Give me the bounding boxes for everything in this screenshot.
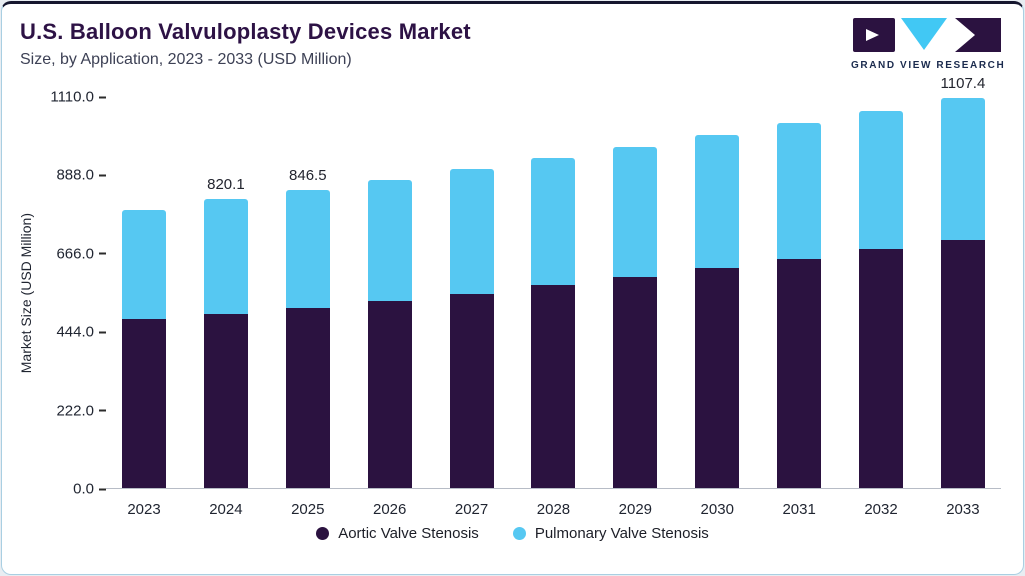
x-axis-label: 2024 [209,501,243,518]
gvr-logo-text: GRAND VIEW RESEARCH [851,60,1006,71]
bar-value-label: 820.1 [207,176,245,194]
bar-segment [613,147,658,278]
bar-segment [285,189,330,308]
y-tick: 666.0 [56,245,106,262]
bar-2033: 1107.4 2033 [940,75,986,518]
bar-segment [285,307,330,488]
page-subtitle: Size, by Application, 2023 - 2033 (USD M… [20,50,352,68]
gvr-logo-icon [853,18,1001,52]
bar-segment [367,179,412,302]
legend-dot [316,527,330,540]
bar-2028: 2028 [531,97,576,518]
bar-2027: 2027 [449,97,494,518]
bar-segment [367,301,412,488]
y-tick-mark [99,174,106,177]
legend-item: Aortic Valve Stenosis [316,525,479,542]
legend-label: Aortic Valve Stenosis [338,525,479,542]
y-tick-label: 444.0 [56,323,94,341]
bar-segment [531,158,576,286]
bar-value-label: 846.5 [289,166,327,184]
bar-segment [859,249,904,488]
bar-2029: 2029 [613,97,658,518]
bar-segment [122,318,166,488]
bar-2024: 820.1 2024 [203,97,248,518]
y-tick-label: 0.0 [73,480,94,498]
chart-header: U.S. Balloon Valvuloplasty Devices Marke… [2,4,1023,71]
bar-segment [531,285,576,488]
bar-2031: 2031 [777,97,822,518]
legend: Aortic Valve Stenosis Pulmonary Valve Ste… [2,525,1023,542]
y-tick-label: 1110.0 [50,88,94,106]
bar-segment [203,199,248,314]
bar-2026: 2026 [367,97,412,518]
x-axis-label: 2026 [372,501,407,518]
bar-segment [940,97,985,240]
chart-body: Market Size (USD Million) 0.0 222.0 444.0 6… [12,75,1001,518]
y-tick: 888.0 [56,167,106,184]
page-title: U.S. Balloon Valvuloplasty Devices Marke… [20,19,471,44]
legend-item: Pulmonary Valve Stenosis [512,525,709,542]
bar-segment [777,259,822,488]
bar-segment [695,268,740,488]
y-tick-mark [99,488,106,490]
x-axis-label: 2033 [946,501,980,518]
bar-segment [940,239,985,488]
x-axis-label: 2028 [536,501,571,518]
legend-dot [512,527,526,540]
x-axis-label: 2032 [864,501,898,518]
bar-value-label: 1107.4 [940,74,986,92]
y-axis-title: Market Size (USD Million) [18,212,34,374]
y-tick-mark [99,331,106,334]
bar-segment [122,209,166,319]
y-tick: 1110.0 [50,89,106,106]
x-axis-label: 2030 [700,501,734,518]
bars-container: 2023 820.1 2024 846.5 2025 2026 2027 2028 2029 20… [106,75,1001,518]
bar-2025: 846.5 2025 [285,97,330,518]
bar-segment [203,313,248,488]
y-tick: 0.0 [73,481,106,498]
y-tick-mark [99,96,106,98]
y-tick-mark [99,409,106,412]
bar-segment [613,277,658,488]
y-tick-label: 666.0 [56,245,94,263]
bar-segment [695,135,740,269]
bar-2032: 2032 [859,97,904,518]
y-tick-mark [99,252,106,255]
x-axis-label: 2029 [618,501,653,518]
y-tick: 444.0 [56,324,106,341]
y-axis: 0.0 222.0 444.0 666.0 888.0 1110.0 [40,89,106,498]
y-tick-label: 222.0 [56,402,94,420]
y-tick-label: 888.0 [56,166,94,184]
x-axis-label: 2025 [291,501,325,518]
bar-segment [777,123,822,260]
gvr-logo: GRAND VIEW RESEARCH [851,18,1006,71]
y-tick: 222.0 [56,402,106,419]
bar-segment [859,111,904,250]
plot-area: 2023 820.1 2024 846.5 2025 2026 2027 2028 2029 20… [106,75,1001,518]
bar-segment [449,169,494,294]
x-axis-label: 2027 [454,501,489,518]
x-axis-label: 2023 [127,501,161,518]
bar-segment [449,293,494,488]
title-block: U.S. Balloon Valvuloplasty Devices Marke… [20,18,471,69]
bar-2023: 2023 [122,97,166,518]
x-axis-label: 2031 [782,501,816,518]
legend-label: Pulmonary Valve Stenosis [534,525,709,542]
bar-2030: 2030 [695,97,740,518]
